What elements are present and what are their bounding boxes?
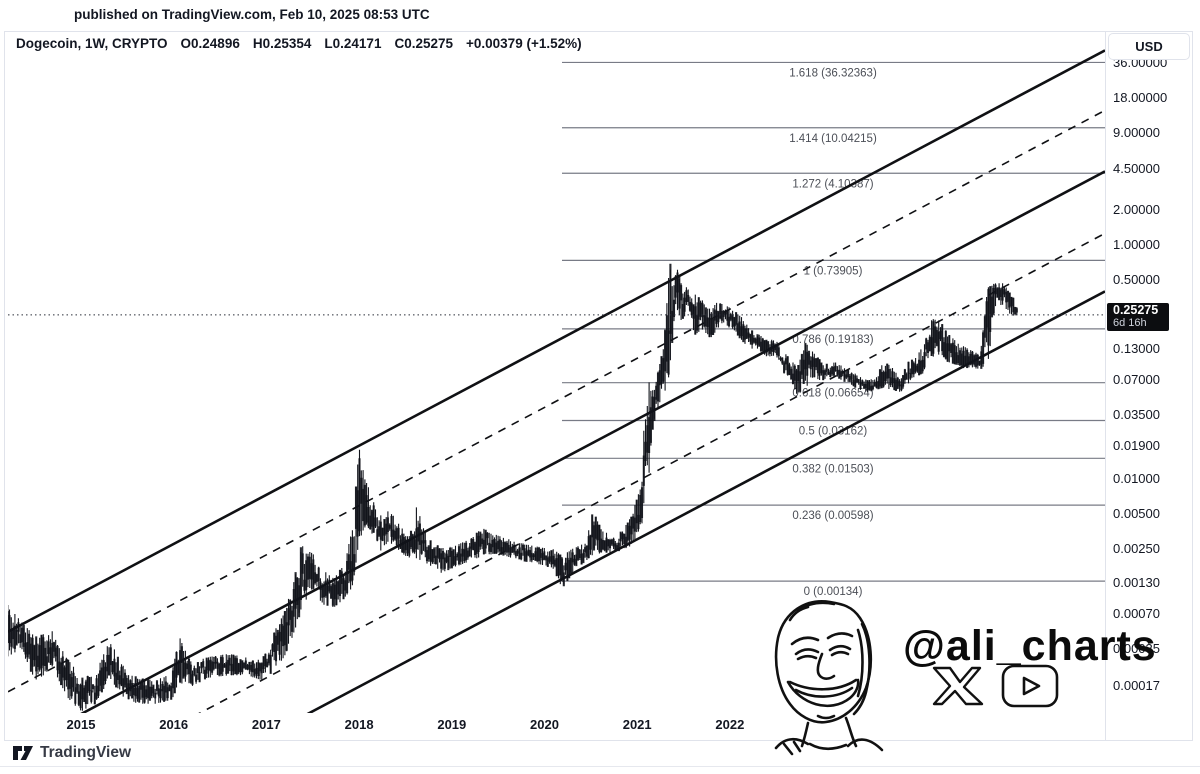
candlestick-series (8, 263, 1018, 711)
fib-level-label: 1 (0.73905) (804, 265, 863, 277)
time-axis-label: 2019 (437, 717, 467, 732)
fib-level-label: 0.618 (0.06654) (792, 388, 873, 400)
channel-midline-dashed[interactable] (8, 109, 1105, 693)
fib-level-label: 1.272 (4.10387) (792, 178, 873, 190)
channel-line-solid[interactable] (8, 170, 1105, 752)
time-axis-label: 2022 (715, 717, 745, 732)
price-axis-label: 9.00000 (1113, 125, 1160, 141)
price-axis-label: 0.00070 (1113, 606, 1160, 622)
channel-line-solid[interactable] (8, 290, 1105, 774)
watermark-handle: @ali_charts (903, 622, 1157, 670)
time-axis-label: 2015 (66, 717, 96, 732)
ohlc-close: C0.25275 (394, 36, 454, 51)
face-sketch-icon (774, 600, 884, 756)
time-axis-label: 2017 (251, 717, 281, 732)
price-axis-label: 0.01000 (1113, 471, 1160, 486)
last-price-value: 0.25275 (1113, 303, 1159, 317)
price-axis-label: 0.00035 (1113, 641, 1160, 657)
fib-level-label: 1.414 (10.04215) (789, 133, 877, 145)
footer-brand[interactable]: TradingView (40, 744, 132, 761)
price-axis-label: 0.07000 (1113, 372, 1160, 388)
price-axis-label: 0.50000 (1113, 272, 1160, 288)
fib-level-label: 1.618 (36.32363) (789, 67, 877, 79)
time-axis-label: 2018 (344, 717, 374, 732)
bar-countdown: 6d 16h (1113, 317, 1147, 329)
watermark (774, 600, 1059, 756)
currency-button[interactable]: USD (1108, 33, 1190, 60)
symbol-legend[interactable]: Dogecoin, 1W, CRYPTO O0.24896 H0.25354 L… (16, 36, 582, 51)
youtube-icon (1001, 664, 1059, 708)
price-axis-label: 0.00500 (1113, 506, 1160, 522)
trend-channel[interactable] (8, 49, 1105, 774)
fib-level-label: 0.786 (0.19183) (792, 334, 873, 346)
channel-line-solid[interactable] (8, 49, 1105, 633)
price-axis-label: 0.01900 (1113, 438, 1160, 454)
time-axis-label: 2020 (530, 717, 559, 732)
price-axis-label: 0.00130 (1113, 574, 1160, 590)
price-axis-label: 4.50000 (1113, 160, 1160, 176)
ohlc-high: H0.25354 (252, 36, 312, 51)
ohlc-change: +0.00379 (+1.52%) (466, 36, 582, 51)
published-caption: published on TradingView.com, Feb 10, 20… (74, 7, 430, 22)
fib-level-label: 0.236 (0.00598) (792, 510, 873, 522)
price-axis-label: 0.00017 (1113, 678, 1160, 694)
channel-midline-dashed[interactable] (8, 232, 1105, 774)
x-social-icon (932, 666, 984, 706)
tradingview-logo-icon (13, 746, 33, 760)
price-axis-label: 0.00250 (1113, 541, 1160, 557)
symbol-title: Dogecoin, 1W, CRYPTO (16, 36, 168, 51)
footer: TradingView (12, 744, 131, 762)
candle-bodies (8, 263, 1018, 709)
price-axis-label: 18.00000 (1113, 90, 1168, 106)
price-axis-label: 1.00000 (1113, 237, 1160, 252)
ohlc-open: O0.24896 (180, 36, 240, 51)
time-axis-label: 2021 (622, 717, 652, 732)
time-axis-label: 2016 (159, 717, 189, 732)
last-price-badge: 0.25275 6d 16h (1107, 303, 1169, 331)
price-axis-label: 0.13000 (1113, 340, 1160, 356)
chart-frame-border (4, 31, 1193, 741)
price-axis-label: 2.00000 (1113, 201, 1160, 217)
price-axis-label: 0.03500 (1113, 407, 1160, 423)
ohlc-low: L0.24171 (324, 36, 382, 51)
fib-extension-tool[interactable]: 1.618 (36.32363) 1.414 (10.04215) 1.272 (4… (562, 61, 1105, 598)
fib-level-label: 0.5 (0.03162) (799, 426, 868, 438)
fib-level-label: 0.382 (0.01503) (792, 463, 873, 475)
fib-level-label: 0 (0.00134) (804, 586, 863, 598)
